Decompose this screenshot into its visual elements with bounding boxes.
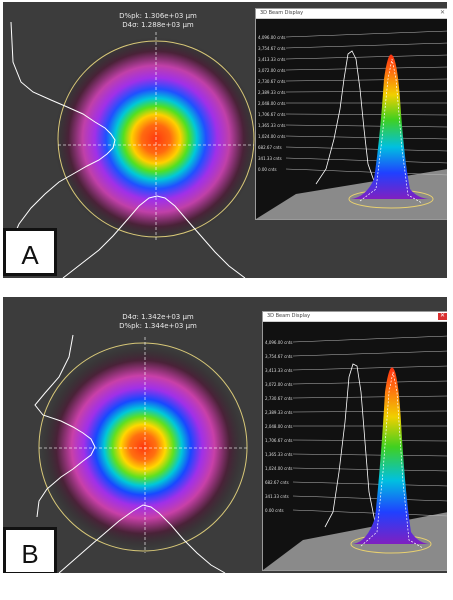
3d-beam-display-window[interactable]: 3D Beam Display ✕ (255, 8, 447, 220)
tick-label: 1,024.00 cnts (258, 134, 285, 139)
tick-label: 1,024.00 cnts (265, 466, 292, 471)
tick-label: 4,096.00 cnts (265, 340, 292, 345)
tick-label: 2,048.00 cnts (258, 101, 285, 106)
vertical-profile-trace (10, 21, 116, 243)
tick-label: 3,413.33 cnts (258, 57, 285, 62)
panel-label-b: B (3, 527, 57, 573)
tick-label: 2,389.33 cnts (258, 90, 285, 95)
close-icon[interactable]: ✕ (439, 10, 446, 16)
tick-label: 682.67 cnts (258, 145, 282, 150)
vertical-profile-trace (34, 334, 96, 518)
tick-label: 2,048.00 cnts (265, 424, 292, 429)
3d-plot-area: 4,096.00 cnts 3,754.67 cnts 3,413.33 cnt… (256, 19, 447, 219)
horizontal-profile-trace (62, 195, 246, 278)
window-title: 3D Beam Display (256, 9, 447, 19)
grid-lines (285, 30, 447, 176)
readout-line-2: D%pk: 1.344e+03 µm (119, 322, 197, 330)
readout-line-1: D%pk: 1.306e+03 µm (119, 12, 197, 20)
tick-label: 2,730.67 cnts (258, 79, 285, 84)
tick-label: 341.33 cnts (258, 156, 282, 161)
beam-peak-surface (353, 367, 431, 544)
3d-plot-area: 4,096.00 cnts 3,754.67 cnts 3,413.33 cnt… (263, 322, 447, 570)
tick-label: 3,754.67 cnts (258, 46, 285, 51)
tick-label: 682.67 cnts (265, 480, 289, 485)
tick-label: 1,365.33 cnts (258, 123, 285, 128)
beam-panel-b: D4σ: 1.342e+03 µm D%pk: 1.344e+03 µm B 3… (3, 297, 447, 573)
tick-label: 1,706.67 cnts (265, 438, 292, 443)
beam-diameter-readout: D%pk: 1.306e+03 µm D4σ: 1.288e+03 µm (83, 12, 233, 30)
tick-label: 3,072.00 cnts (265, 382, 292, 387)
readout-line-2: D4σ: 1.288e+03 µm (122, 21, 194, 29)
beam-diameter-readout: D4σ: 1.342e+03 µm D%pk: 1.344e+03 µm (83, 313, 233, 331)
front-profile-trace (359, 58, 423, 204)
window-title: 3D Beam Display (263, 312, 447, 322)
panel-label-a: A (3, 228, 57, 276)
horizontal-profile-trace (58, 504, 226, 573)
back-profile-trace (324, 363, 376, 528)
tick-label: 3,413.33 cnts (265, 368, 292, 373)
3d-beam-display-window[interactable]: 3D Beam Display ✕ (262, 311, 447, 571)
tick-label: 2,730.67 cnts (265, 396, 292, 401)
close-icon[interactable]: ✕ (438, 313, 447, 320)
beam-intensity-map (41, 345, 245, 549)
front-profile-trace (360, 371, 424, 549)
3d-beam-plot: 4,096.00 cnts 3,754.67 cnts 3,413.33 cnt… (263, 322, 447, 570)
beam-profile-view (10, 21, 258, 278)
tick-labels: 4,096.00 cnts 3,754.67 cnts 3,413.33 cnt… (258, 35, 285, 172)
aperture-ring (38, 342, 248, 552)
tick-label: 4,096.00 cnts (258, 35, 285, 40)
tick-label: 2,389.33 cnts (265, 410, 292, 415)
tick-labels: 4,096.00 cnts 3,754.67 cnts 3,413.33 cnt… (265, 340, 292, 513)
tick-label: 0.00 cnts (258, 167, 277, 172)
tick-label: 341.33 cnts (265, 494, 289, 499)
beam-panel-a: D%pk: 1.306e+03 µm D4σ: 1.288e+03 µm A 3… (3, 2, 447, 278)
tick-label: 0.00 cnts (265, 508, 284, 513)
tick-label: 3,072.00 cnts (258, 68, 285, 73)
readout-line-1: D4σ: 1.342e+03 µm (122, 313, 194, 321)
beam-peak-surface (351, 54, 431, 199)
tick-label: 1,706.67 cnts (258, 112, 285, 117)
grid-lines (292, 335, 447, 517)
3d-beam-plot: 4,096.00 cnts 3,754.67 cnts 3,413.33 cnt… (256, 19, 447, 219)
back-profile-trace (315, 50, 375, 185)
tick-label: 3,754.67 cnts (265, 354, 292, 359)
tick-label: 1,365.33 cnts (265, 452, 292, 457)
beam-profile-view (34, 334, 248, 573)
